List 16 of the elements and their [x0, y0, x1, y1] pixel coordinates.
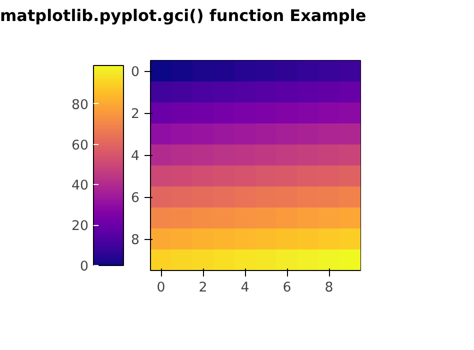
color-bar-label: 40 — [72, 178, 89, 194]
y-tick-label: 0 — [131, 65, 140, 80]
chart-title: matplotlib.pyplot.gci() function Example — [0, 5, 366, 27]
y-tick-label: 2 — [131, 107, 140, 122]
y-tick-label: 8 — [131, 233, 140, 248]
y-tick-label: 6 — [131, 191, 140, 206]
color-bar-label: 60 — [72, 138, 89, 154]
x-tick-label: 6 — [282, 280, 292, 296]
y-tick-label: 4 — [131, 149, 140, 164]
color-bar-label: 20 — [72, 219, 89, 234]
color-bar-label: 0 — [80, 260, 89, 274]
x-tick-label: 2 — [198, 280, 208, 296]
x-tick-label: 0 — [156, 280, 166, 296]
color-bar-label: 80 — [72, 98, 89, 113]
x-tick-label: 8 — [324, 280, 334, 296]
x-tick-label: 4 — [240, 280, 250, 296]
